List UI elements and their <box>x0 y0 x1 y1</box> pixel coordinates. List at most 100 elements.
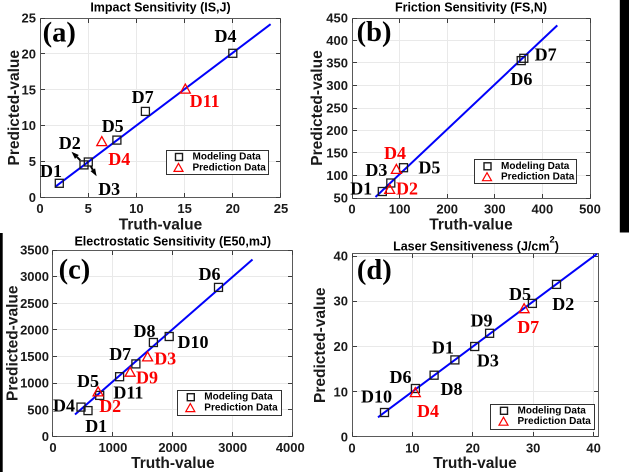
svg-text:0: 0 <box>42 429 49 444</box>
svg-text:15: 15 <box>22 82 36 97</box>
svg-text:D4: D4 <box>53 395 75 415</box>
svg-text:D8: D8 <box>441 379 463 399</box>
svg-text:1000: 1000 <box>20 376 49 391</box>
svg-text:0: 0 <box>29 190 36 205</box>
svg-text:D2: D2 <box>59 133 81 153</box>
svg-text:D9: D9 <box>136 367 158 387</box>
svg-text:(b): (b) <box>357 17 392 48</box>
svg-text:Modeling Data: Modeling Data <box>204 392 273 403</box>
svg-text:10: 10 <box>22 118 36 133</box>
svg-text:Modeling Data: Modeling Data <box>501 161 570 172</box>
svg-text:D10: D10 <box>178 332 209 352</box>
svg-text:40: 40 <box>586 441 600 456</box>
svg-text:D7: D7 <box>535 44 557 64</box>
svg-text:D2: D2 <box>552 294 574 314</box>
svg-text:D7: D7 <box>132 87 154 107</box>
svg-text:10: 10 <box>129 201 143 216</box>
svg-text:D3: D3 <box>477 351 499 371</box>
svg-text:D5: D5 <box>418 158 440 178</box>
svg-text:25: 25 <box>22 11 36 26</box>
svg-text:D2: D2 <box>396 179 418 199</box>
svg-text:Friction Sensitivity (FS,N): Friction Sensitivity (FS,N) <box>395 1 547 15</box>
svg-text:(c): (c) <box>59 255 91 286</box>
svg-text:20: 20 <box>466 441 480 456</box>
svg-text:D4: D4 <box>417 401 439 421</box>
svg-text:D5: D5 <box>102 116 124 136</box>
svg-text:D4: D4 <box>108 149 130 169</box>
svg-text:400: 400 <box>532 202 554 217</box>
svg-text:0: 0 <box>341 430 348 445</box>
svg-text:0: 0 <box>36 201 43 216</box>
svg-text:1000: 1000 <box>98 440 127 455</box>
svg-text:300: 300 <box>484 202 506 217</box>
svg-text:Predicted-value: Predicted-value <box>6 50 23 166</box>
svg-text:D1: D1 <box>40 161 62 181</box>
svg-text:Prediction Data: Prediction Data <box>501 172 575 183</box>
svg-text:D6: D6 <box>390 367 412 387</box>
svg-text:D11: D11 <box>190 91 220 111</box>
svg-text:2000: 2000 <box>20 322 49 337</box>
svg-text:5: 5 <box>85 201 92 216</box>
svg-text:D7: D7 <box>109 344 131 364</box>
svg-text:2500: 2500 <box>20 296 49 311</box>
svg-text:0: 0 <box>49 440 56 455</box>
svg-text:D10: D10 <box>361 387 392 407</box>
svg-text:Electrostatic Sensitivity (E50: Electrostatic Sensitivity (E50,mJ) <box>74 235 271 249</box>
svg-text:15: 15 <box>177 201 191 216</box>
svg-text:Modeling Data: Modeling Data <box>193 152 262 163</box>
svg-text:25: 25 <box>274 201 288 216</box>
svg-text:1500: 1500 <box>20 349 49 364</box>
svg-text:100: 100 <box>389 202 411 217</box>
svg-text:20: 20 <box>334 339 348 354</box>
svg-text:(d): (d) <box>357 255 392 286</box>
svg-text:D7: D7 <box>517 317 539 337</box>
svg-text:20: 20 <box>22 46 36 61</box>
svg-text:D6: D6 <box>199 264 221 284</box>
svg-text:D4: D4 <box>384 143 406 163</box>
svg-text:350: 350 <box>326 56 348 71</box>
svg-text:40: 40 <box>334 249 348 264</box>
svg-text:(a): (a) <box>43 18 76 49</box>
svg-text:200: 200 <box>436 202 458 217</box>
svg-text:150: 150 <box>326 146 348 161</box>
svg-text:Truth-value: Truth-value <box>429 217 513 234</box>
svg-text:D3: D3 <box>98 179 120 199</box>
svg-text:D5: D5 <box>509 284 531 304</box>
svg-text:D8: D8 <box>134 321 156 341</box>
svg-text:D11: D11 <box>113 383 143 403</box>
svg-text:5: 5 <box>29 154 36 169</box>
svg-text:Truth-value: Truth-value <box>131 455 215 472</box>
svg-text:100: 100 <box>326 168 348 183</box>
svg-text:4000: 4000 <box>276 440 305 455</box>
svg-text:Truth-value: Truth-value <box>433 455 517 472</box>
svg-text:D3: D3 <box>154 349 176 369</box>
svg-text:20: 20 <box>226 201 240 216</box>
svg-text:D1: D1 <box>350 179 372 199</box>
svg-text:Laser Sensitiveness (J/cm2): Laser Sensitiveness (J/cm2) <box>393 234 559 254</box>
svg-text:3000: 3000 <box>20 269 49 284</box>
svg-text:3500: 3500 <box>20 243 49 258</box>
svg-text:300: 300 <box>326 78 348 93</box>
svg-text:500: 500 <box>579 202 601 217</box>
svg-text:10: 10 <box>334 384 348 399</box>
svg-text:200: 200 <box>326 123 348 138</box>
svg-text:450: 450 <box>326 11 348 26</box>
svg-text:250: 250 <box>326 101 348 116</box>
svg-text:500: 500 <box>27 402 49 417</box>
svg-text:Predicted-value: Predicted-value <box>312 287 329 403</box>
svg-text:10: 10 <box>405 441 419 456</box>
svg-text:30: 30 <box>526 441 540 456</box>
svg-text:D3: D3 <box>365 160 387 180</box>
svg-text:Predicted-value: Predicted-value <box>4 285 21 401</box>
svg-text:D2: D2 <box>99 396 121 416</box>
svg-text:Impact Sensitivity (IS,J): Impact Sensitivity (IS,J) <box>90 1 230 15</box>
svg-text:3000: 3000 <box>218 440 247 455</box>
svg-text:Modeling Data: Modeling Data <box>518 405 587 416</box>
svg-text:0: 0 <box>348 441 355 456</box>
svg-text:50: 50 <box>334 191 348 206</box>
svg-text:400: 400 <box>326 33 348 48</box>
svg-text:2000: 2000 <box>158 440 187 455</box>
svg-text:D5: D5 <box>77 371 99 391</box>
svg-text:Prediction Data: Prediction Data <box>518 416 592 427</box>
svg-text:Prediction Data: Prediction Data <box>193 162 267 173</box>
